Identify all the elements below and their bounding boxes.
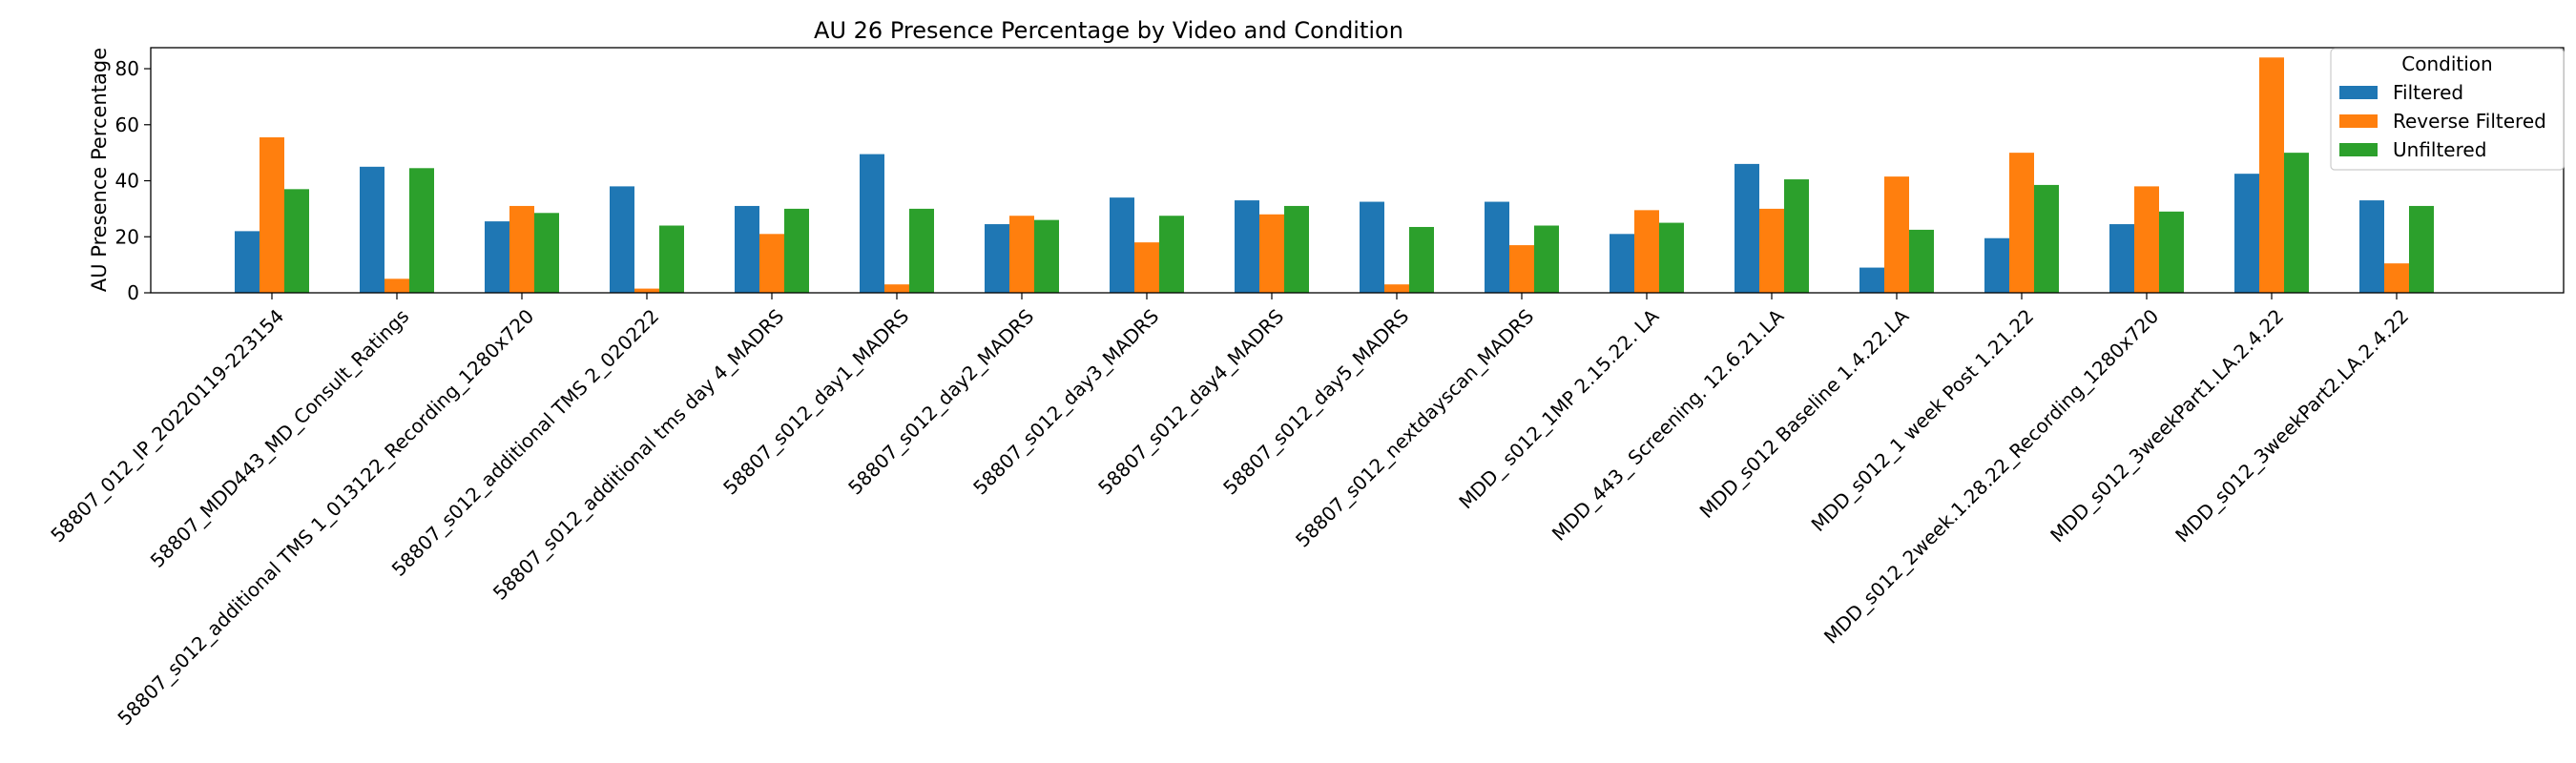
bar-unfiltered-0 [284, 189, 309, 293]
bar-unfiltered-12 [1784, 179, 1809, 293]
bar-filtered-10 [1485, 201, 1509, 293]
bar-reverse-filtered-14 [2009, 153, 2034, 293]
legend-swatch-unfiltered [2339, 143, 2378, 156]
bar-unfiltered-14 [2034, 184, 2059, 293]
bar-reverse-filtered-4 [759, 234, 784, 293]
bar-unfiltered-7 [1159, 216, 1184, 293]
bar-filtered-7 [1110, 197, 1134, 293]
bar-filtered-3 [610, 186, 634, 293]
bar-filtered-6 [985, 224, 1009, 293]
bar-unfiltered-1 [409, 168, 434, 293]
bar-unfiltered-11 [1659, 222, 1684, 293]
bar-reverse-filtered-17 [2384, 263, 2409, 293]
legend-label: Reverse Filtered [2393, 110, 2546, 133]
bar-unfiltered-3 [659, 225, 684, 293]
bar-reverse-filtered-11 [1634, 210, 1659, 293]
bar-filtered-9 [1360, 201, 1384, 293]
y-tick-label: 0 [127, 281, 139, 304]
bar-filtered-12 [1735, 163, 1759, 293]
bar-unfiltered-4 [784, 208, 809, 293]
bar-reverse-filtered-2 [509, 205, 534, 293]
bar-unfiltered-15 [2159, 211, 2184, 293]
legend-swatch-reverse-filtered [2339, 114, 2378, 128]
legend-items: Filtered Reverse Filtered Unfiltered [2339, 81, 2546, 161]
bar-unfiltered-16 [2284, 153, 2309, 293]
bar-unfiltered-13 [1909, 229, 1934, 293]
legend-title: Condition [2401, 52, 2492, 75]
bar-reverse-filtered-0 [260, 136, 284, 293]
bar-unfiltered-10 [1534, 225, 1559, 293]
bar-unfiltered-17 [2409, 205, 2434, 293]
bar-reverse-filtered-8 [1259, 214, 1284, 293]
bar-filtered-4 [735, 205, 759, 293]
y-tick-label: 60 [115, 113, 139, 136]
bar-unfiltered-8 [1284, 205, 1309, 293]
bar-filtered-2 [485, 221, 509, 293]
bar-filtered-14 [1984, 237, 2009, 293]
bar-filtered-17 [2359, 200, 2384, 293]
bar-reverse-filtered-16 [2259, 57, 2284, 293]
bar-reverse-filtered-15 [2134, 186, 2159, 293]
bar-filtered-1 [360, 166, 384, 293]
bar-reverse-filtered-5 [884, 284, 909, 293]
legend: Condition Filtered Reverse Filtered Unfilt… [2330, 48, 2565, 171]
y-tick-label: 80 [115, 57, 139, 80]
legend-box [2330, 48, 2565, 171]
bar-filtered-5 [860, 154, 884, 293]
y-axis-ticks: 0 20 40 60 80 [115, 57, 151, 304]
bars-group [235, 57, 2434, 293]
bar-filtered-8 [1235, 200, 1259, 293]
bar-reverse-filtered-13 [1884, 176, 1909, 293]
bar-reverse-filtered-3 [634, 288, 659, 293]
y-axis-label: AU Presence Percentage [88, 48, 111, 292]
bar-reverse-filtered-12 [1759, 208, 1784, 293]
legend-label: Filtered [2393, 81, 2463, 104]
bar-unfiltered-2 [534, 213, 559, 293]
bar-reverse-filtered-1 [384, 278, 409, 293]
bar-filtered-0 [235, 231, 260, 293]
bar-unfiltered-5 [909, 208, 934, 293]
bar-filtered-11 [1610, 234, 1634, 293]
legend-swatch-filtered [2339, 86, 2378, 99]
bar-unfiltered-9 [1409, 226, 1434, 293]
chart-title: AU 26 Presence Percentage by Video and C… [814, 17, 1403, 44]
bar-reverse-filtered-6 [1009, 216, 1034, 293]
bar-reverse-filtered-7 [1134, 242, 1159, 293]
plot-area-frame [150, 47, 2565, 294]
bar-reverse-filtered-9 [1384, 284, 1409, 293]
y-tick-label: 20 [115, 225, 139, 248]
bar-unfiltered-6 [1034, 219, 1059, 293]
bar-filtered-13 [1859, 267, 1884, 293]
bar-filtered-16 [2234, 174, 2259, 293]
legend-label: Unfiltered [2393, 138, 2486, 161]
bar-reverse-filtered-10 [1509, 245, 1534, 293]
bar-filtered-15 [2109, 224, 2134, 293]
y-tick-label: 40 [115, 170, 139, 193]
